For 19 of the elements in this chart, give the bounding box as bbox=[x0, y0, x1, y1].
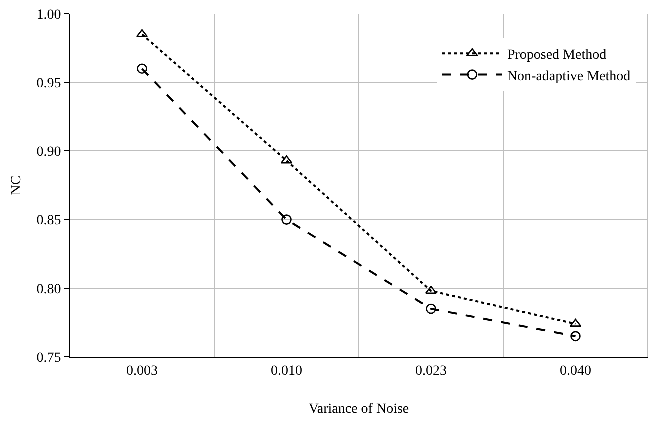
x-axis-title: Variance of Noise bbox=[308, 402, 410, 418]
y-tick-label: 0.80 bbox=[36, 282, 62, 298]
y-tick-label: 0.95 bbox=[36, 76, 62, 92]
x-tick-label: 0.010 bbox=[271, 364, 302, 379]
y-tick-label: 0.90 bbox=[36, 145, 62, 160]
x-tick-label: 0.023 bbox=[416, 364, 447, 379]
y-tick-label: 0.75 bbox=[36, 350, 62, 366]
legend-label: Proposed Method bbox=[507, 48, 607, 64]
point bbox=[137, 64, 148, 74]
y-tick-label: 1.00 bbox=[36, 8, 62, 23]
x-tick-label: 0.003 bbox=[126, 364, 158, 379]
y-tick-label: 0.85 bbox=[36, 214, 62, 229]
legend-label: Non-adaptive Method bbox=[507, 69, 631, 84]
point bbox=[282, 214, 292, 225]
x-tick-label: 0.040 bbox=[560, 364, 592, 379]
point bbox=[426, 304, 436, 314]
point bbox=[570, 331, 581, 342]
y-axis-title: NC bbox=[9, 176, 24, 196]
point bbox=[425, 286, 438, 294]
